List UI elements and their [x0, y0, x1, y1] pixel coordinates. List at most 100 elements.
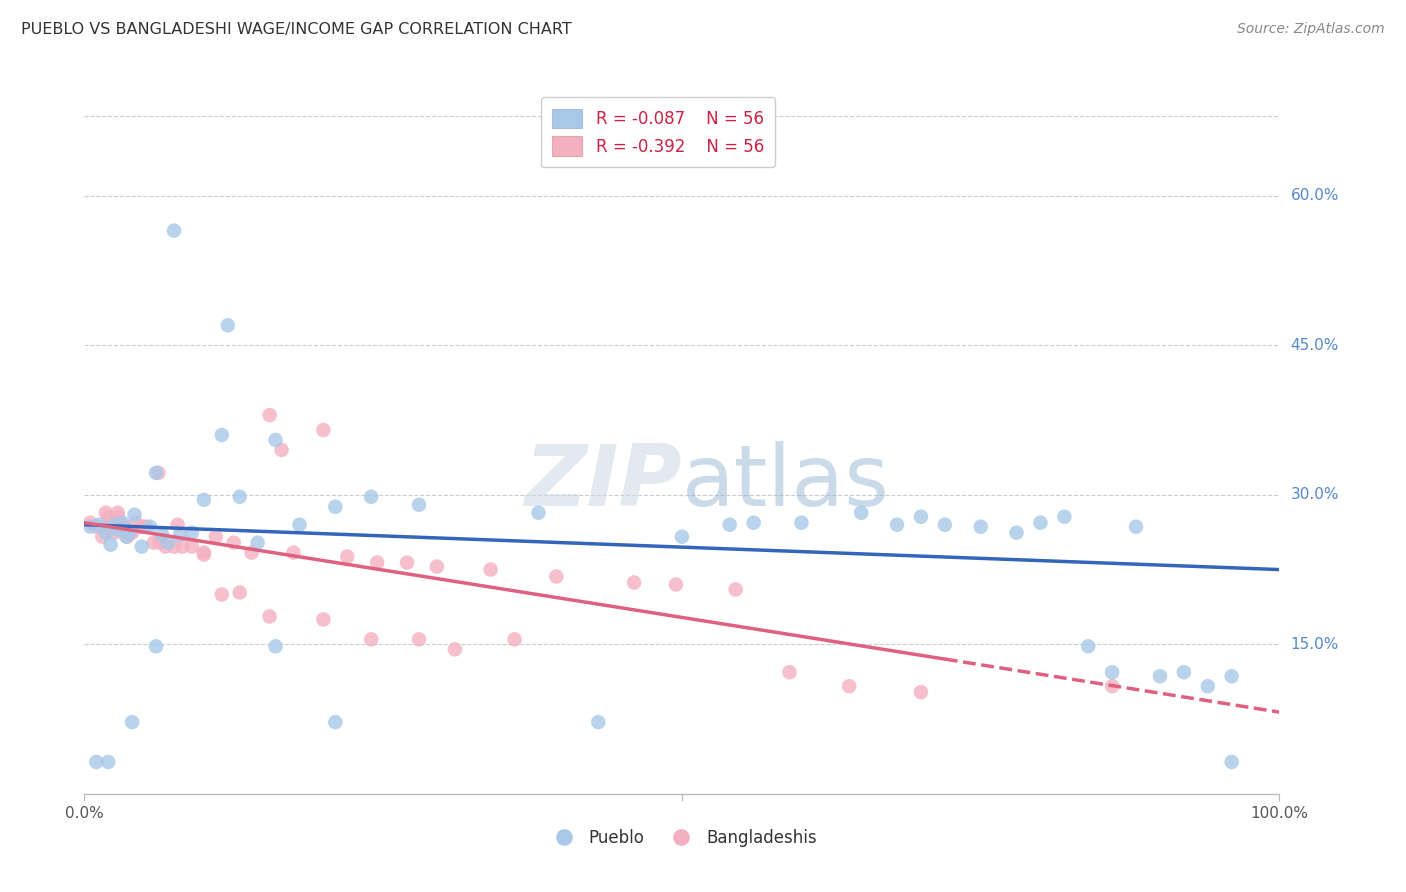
Point	[246, 535, 269, 549]
Point	[360, 632, 382, 647]
Point	[193, 492, 215, 507]
Point	[211, 587, 233, 601]
Point	[1029, 516, 1052, 530]
Point	[117, 530, 139, 544]
Point	[157, 535, 180, 549]
Point	[312, 612, 335, 626]
Point	[366, 556, 388, 570]
Point	[107, 506, 129, 520]
Point	[1101, 665, 1123, 680]
Point	[91, 530, 114, 544]
Point	[125, 516, 148, 530]
Text: 15.0%: 15.0%	[1291, 637, 1339, 652]
Legend: Pueblo, Bangladeshis: Pueblo, Bangladeshis	[540, 822, 824, 854]
Point	[97, 509, 120, 524]
Point	[100, 519, 122, 533]
Point	[1077, 640, 1099, 654]
Point	[479, 563, 502, 577]
Point	[283, 546, 305, 560]
Point	[163, 540, 186, 554]
Point	[1005, 525, 1028, 540]
Point	[910, 509, 932, 524]
Point	[229, 585, 252, 599]
Point	[172, 540, 194, 554]
Point	[132, 519, 156, 533]
Point	[718, 517, 741, 532]
Point	[288, 517, 311, 532]
Point	[259, 609, 281, 624]
Point	[142, 535, 165, 549]
Point	[360, 490, 382, 504]
Point	[336, 549, 359, 564]
Text: Source: ZipAtlas.com: Source: ZipAtlas.com	[1237, 22, 1385, 37]
Point	[86, 755, 108, 769]
Point	[1197, 679, 1219, 693]
Point	[851, 506, 873, 520]
Point	[1173, 665, 1195, 680]
Text: 60.0%: 60.0%	[1291, 188, 1339, 203]
Point	[94, 525, 117, 540]
Point	[588, 715, 610, 730]
Point	[270, 442, 292, 457]
Point	[131, 519, 153, 533]
Point	[181, 540, 204, 554]
Point	[229, 490, 252, 504]
Point	[166, 517, 188, 532]
Point	[79, 516, 101, 530]
Point	[790, 516, 813, 530]
Point	[149, 535, 172, 549]
Point	[217, 318, 239, 333]
Point	[181, 525, 204, 540]
Point	[107, 523, 129, 537]
Point	[259, 408, 281, 422]
Point	[910, 685, 932, 699]
Point	[155, 540, 177, 554]
Point	[1220, 755, 1243, 769]
Point	[112, 519, 135, 533]
Point	[240, 546, 263, 560]
Text: PUEBLO VS BANGLADESHI WAGE/INCOME GAP CORRELATION CHART: PUEBLO VS BANGLADESHI WAGE/INCOME GAP CO…	[21, 22, 572, 37]
Point	[211, 428, 233, 442]
Point	[163, 224, 186, 238]
Point	[396, 556, 419, 570]
Point	[665, 577, 688, 591]
Point	[1125, 519, 1147, 533]
Point	[970, 519, 993, 533]
Text: ZIP: ZIP	[524, 441, 682, 524]
Point	[546, 569, 568, 583]
Point	[264, 433, 287, 447]
Point	[742, 516, 765, 530]
Point	[1220, 669, 1243, 683]
Point	[724, 582, 747, 597]
Point	[100, 538, 122, 552]
Point	[193, 548, 215, 562]
Point	[115, 530, 138, 544]
Point	[145, 466, 167, 480]
Point	[150, 527, 173, 541]
Point	[671, 530, 693, 544]
Point	[107, 509, 129, 524]
Point	[135, 519, 157, 533]
Point	[444, 642, 467, 657]
Point	[934, 517, 956, 532]
Point	[169, 527, 191, 541]
Point	[623, 575, 645, 590]
Point	[87, 517, 110, 532]
Text: 30.0%: 30.0%	[1291, 487, 1339, 502]
Point	[222, 535, 245, 549]
Point	[779, 665, 801, 680]
Point	[97, 755, 120, 769]
Text: 45.0%: 45.0%	[1291, 338, 1339, 352]
Point	[86, 519, 108, 533]
Point	[1101, 679, 1123, 693]
Point	[264, 640, 287, 654]
Point	[527, 506, 550, 520]
Point	[139, 519, 162, 533]
Point	[111, 516, 134, 530]
Point	[1149, 669, 1171, 683]
Point	[121, 525, 143, 540]
Point	[148, 466, 170, 480]
Point	[325, 500, 347, 514]
Point	[110, 516, 132, 530]
Point	[408, 498, 430, 512]
